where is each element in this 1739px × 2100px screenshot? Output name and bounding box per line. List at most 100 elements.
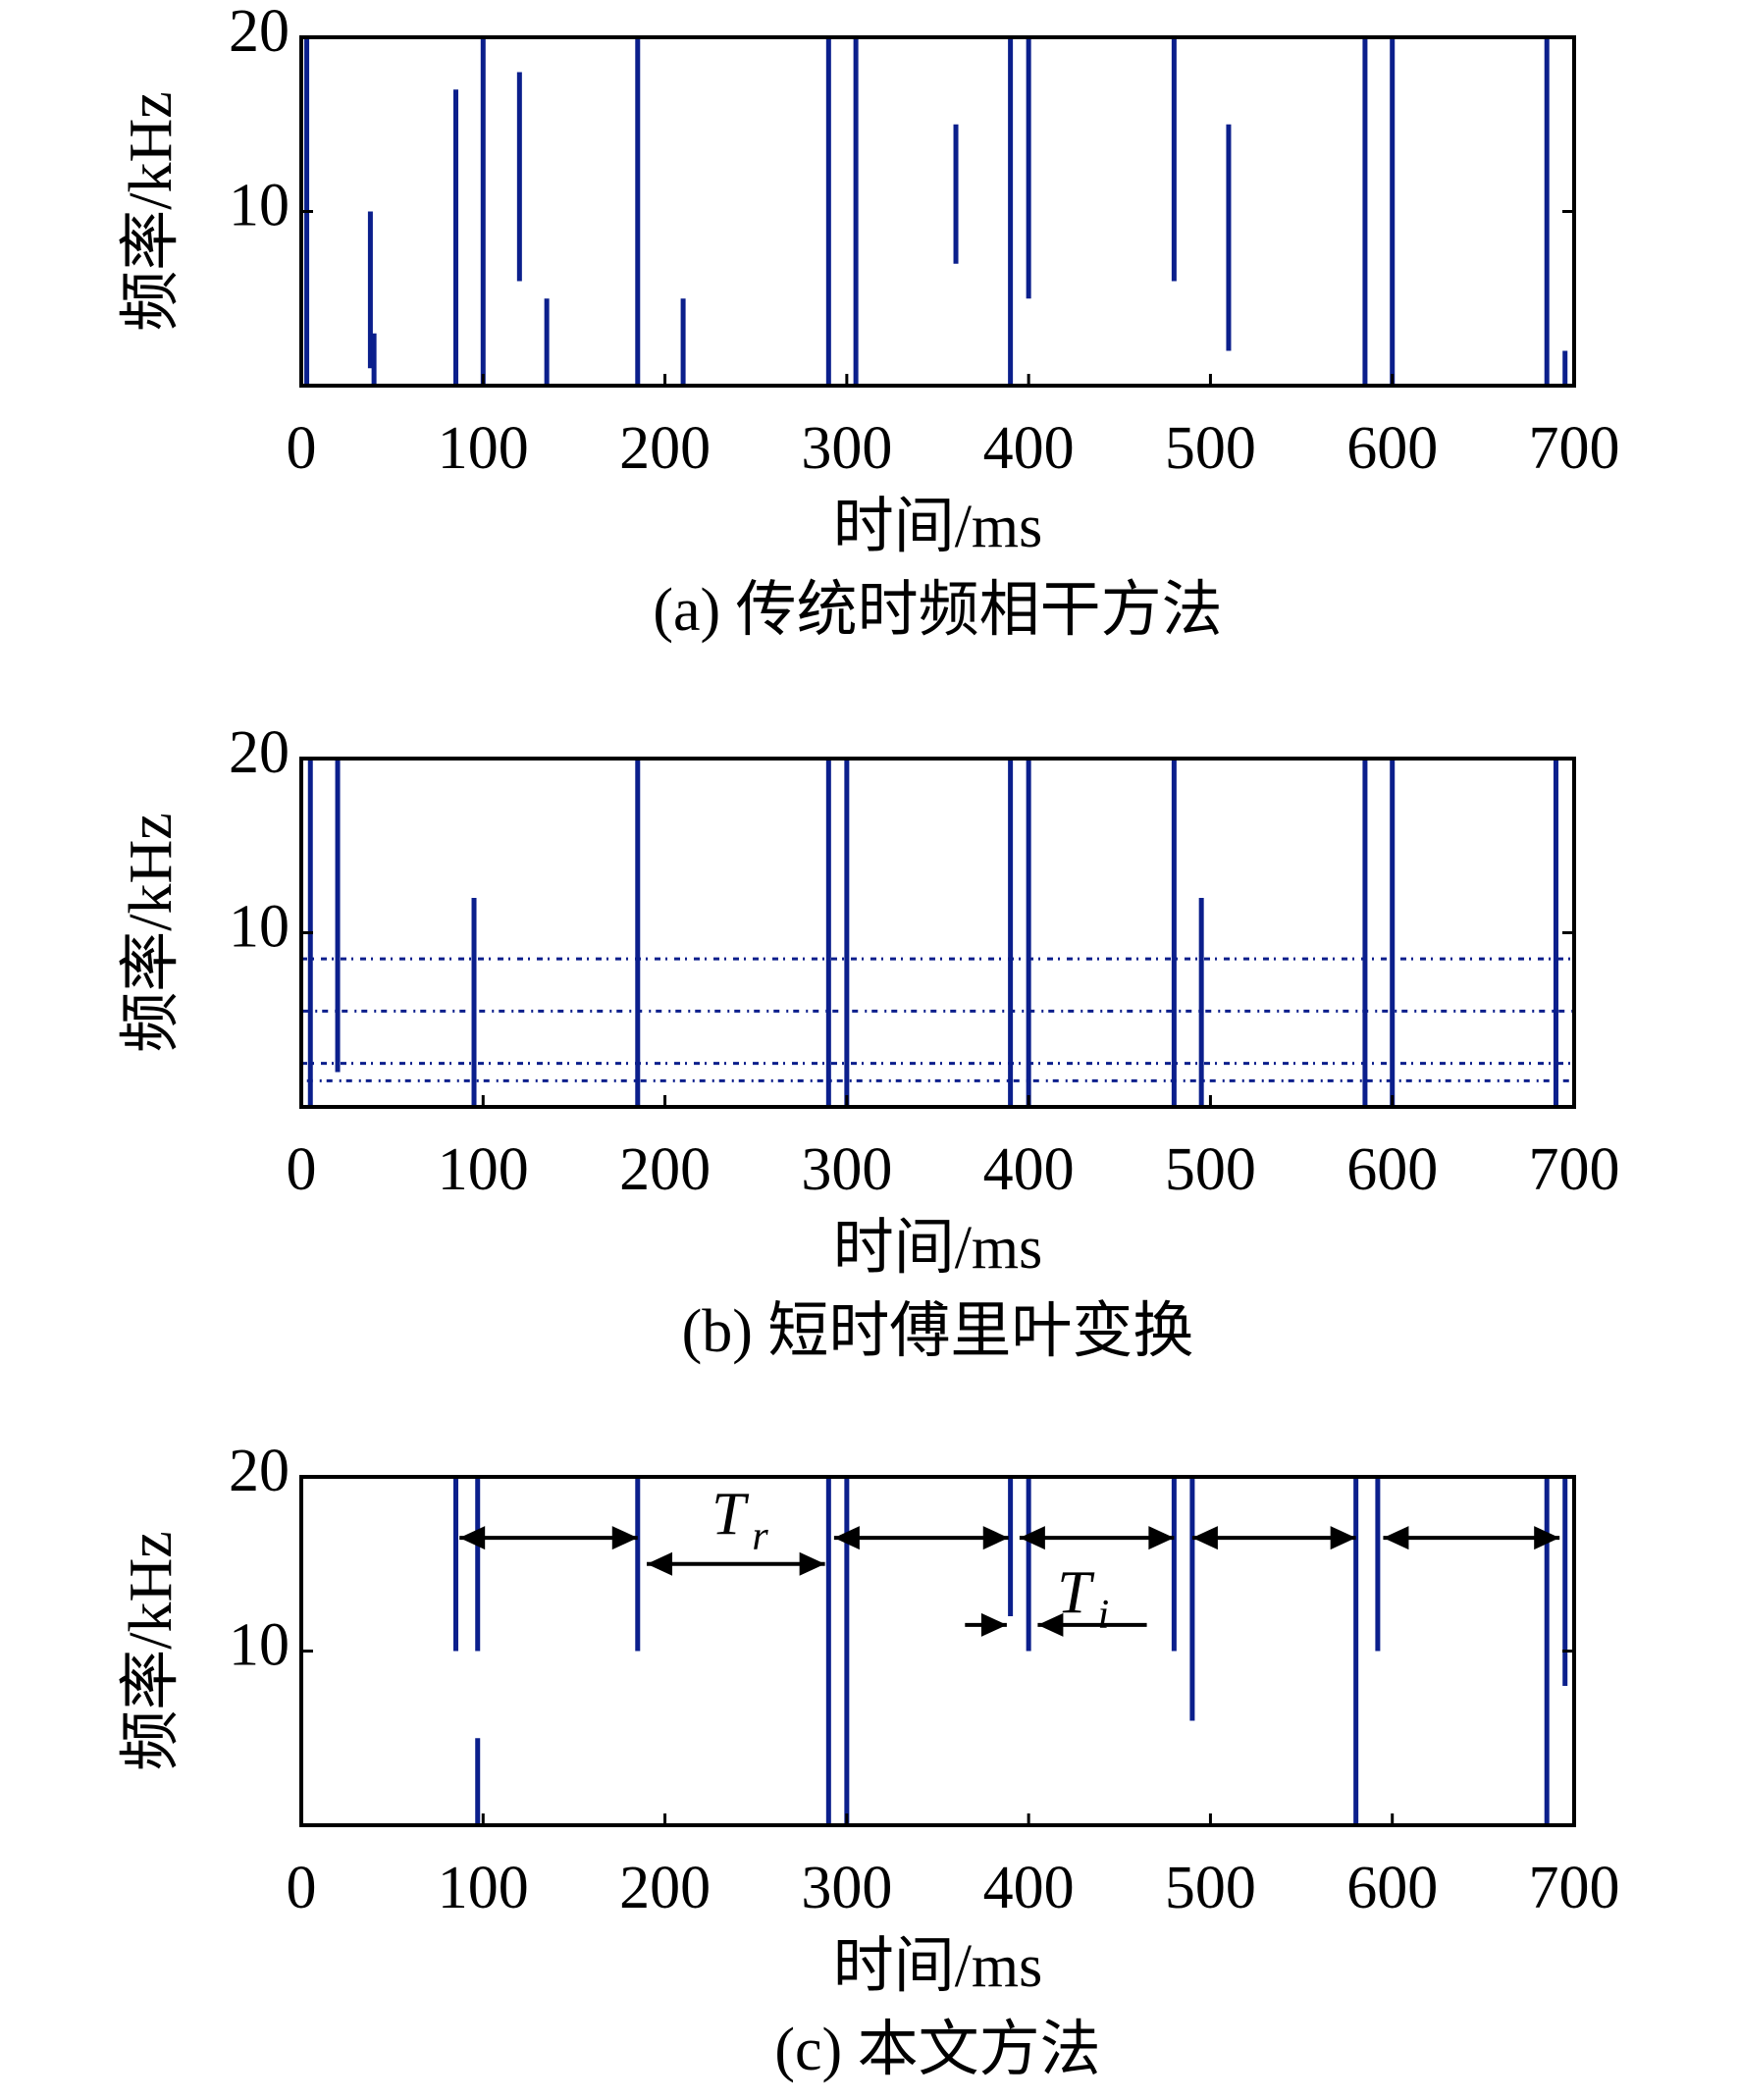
plot-frame <box>299 757 1576 1109</box>
x-tick-label: 500 <box>1165 1136 1256 1203</box>
stripe <box>475 1738 481 1825</box>
stripe <box>544 298 550 386</box>
x-tick-label: 700 <box>1529 1136 1620 1203</box>
arrow-head <box>833 1526 860 1550</box>
stripe <box>1171 37 1177 282</box>
stripe <box>1026 759 1031 1107</box>
stripe <box>1008 759 1014 1107</box>
stripe <box>1171 759 1177 1107</box>
x-tick-label: 0 <box>287 1136 317 1203</box>
x-tick-label: 700 <box>1529 1855 1620 1921</box>
stripe <box>1008 37 1014 386</box>
stripe <box>953 124 959 264</box>
x-tick-label: 400 <box>983 1855 1075 1921</box>
plot-frame <box>299 35 1576 388</box>
stripe <box>853 37 859 386</box>
arrow-head <box>1191 1526 1218 1550</box>
stripe <box>367 211 373 369</box>
stripe <box>1362 37 1368 386</box>
x-axis-label: 时间/ms <box>833 1933 1043 2000</box>
stripe <box>371 333 377 386</box>
panel: 0 100 200 300 400 500 600 700 10 20 频率/kHz 时间/ms (b)… <box>118 719 1619 1365</box>
arrow-head <box>1330 1526 1356 1550</box>
annotation: T <box>711 1482 750 1549</box>
y-tick-label: 20 <box>229 719 290 786</box>
stripe <box>1562 1477 1568 1686</box>
arrow-head <box>1534 1526 1560 1550</box>
stripe <box>1553 759 1558 1107</box>
stripe <box>635 759 641 1107</box>
band <box>299 1062 1576 1082</box>
y-tick-label: 10 <box>229 1612 290 1679</box>
stripe <box>452 89 458 386</box>
y-axis-label: 频率/kHz <box>118 813 184 1053</box>
x-tick-label: 200 <box>619 1136 711 1203</box>
x-tick-label: 400 <box>983 415 1075 482</box>
stripe <box>1171 1477 1177 1652</box>
x-tick-label: 600 <box>1346 1136 1438 1203</box>
stripe <box>1026 37 1031 299</box>
y-tick-label: 20 <box>229 1438 290 1504</box>
stripe <box>475 1477 481 1652</box>
x-tick-label: 600 <box>1346 415 1438 482</box>
arrow-head <box>980 1612 1007 1637</box>
panel: 0 100 200 300 400 500 600 700 10 20 频率/kHz 时间/ms (c)… <box>118 1438 1619 2083</box>
stripe <box>480 37 486 386</box>
stripe <box>825 1477 831 1825</box>
arrow-head <box>1037 1612 1064 1637</box>
x-tick-label: 700 <box>1529 415 1620 482</box>
stripe <box>516 72 522 282</box>
stripe <box>452 1477 458 1652</box>
x-tick-label: 0 <box>287 1855 317 1921</box>
x-axis-label: 时间/ms <box>833 494 1043 560</box>
annotation: T <box>1057 1559 1095 1626</box>
stripe <box>1390 37 1396 386</box>
x-tick-label: 100 <box>438 415 529 482</box>
annotation-subscript: r <box>752 1514 768 1559</box>
x-tick-label: 500 <box>1165 415 1256 482</box>
stripe <box>635 1477 641 1652</box>
panel: 0 100 200 300 400 500 600 700 10 20 频率/kHz 时间/ms (a)… <box>118 0 1619 644</box>
annotation-subscript: i <box>1097 1593 1109 1638</box>
stripe <box>1544 37 1550 386</box>
x-tick-label: 500 <box>1165 1855 1256 1921</box>
x-tick-label: 300 <box>801 415 892 482</box>
x-tick-label: 100 <box>438 1136 529 1203</box>
arrow-head <box>611 1526 638 1550</box>
x-axis-label: 时间/ms <box>833 1215 1043 1282</box>
arrow-head <box>1383 1526 1409 1550</box>
stripe <box>1362 759 1368 1107</box>
stripe <box>1375 1477 1381 1652</box>
stripe <box>1353 1477 1359 1825</box>
x-tick-label: 300 <box>801 1136 892 1203</box>
stripe <box>471 898 477 1107</box>
stripe <box>1008 1477 1014 1616</box>
stripe <box>335 759 341 1073</box>
stripe <box>680 298 686 386</box>
stripe <box>844 759 850 1107</box>
arrow-head <box>459 1526 486 1550</box>
arrow-head <box>1019 1526 1045 1550</box>
stripe <box>844 1477 850 1825</box>
arrow-head <box>799 1551 825 1576</box>
arrow-head <box>647 1551 673 1576</box>
stripe <box>1189 1477 1195 1721</box>
caption: (c) 本文方法 <box>774 2017 1100 2083</box>
stripe <box>1198 898 1204 1107</box>
x-tick-label: 600 <box>1346 1855 1438 1921</box>
stripe <box>635 37 641 386</box>
caption: (a) 传统时频相干方法 <box>653 577 1222 644</box>
y-axis-label: 频率/kHz <box>118 1531 184 1771</box>
y-axis-label: 频率/kHz <box>118 91 184 332</box>
x-tick-label: 400 <box>983 1136 1075 1203</box>
y-tick-label: 10 <box>229 173 290 239</box>
x-tick-label: 200 <box>619 415 711 482</box>
x-tick-label: 0 <box>287 415 317 482</box>
arrow-head <box>982 1526 1009 1550</box>
band <box>299 957 1576 1013</box>
x-tick-label: 200 <box>619 1855 711 1921</box>
stripe <box>825 759 831 1107</box>
stripe <box>1026 1477 1031 1652</box>
stripe <box>1390 759 1396 1107</box>
